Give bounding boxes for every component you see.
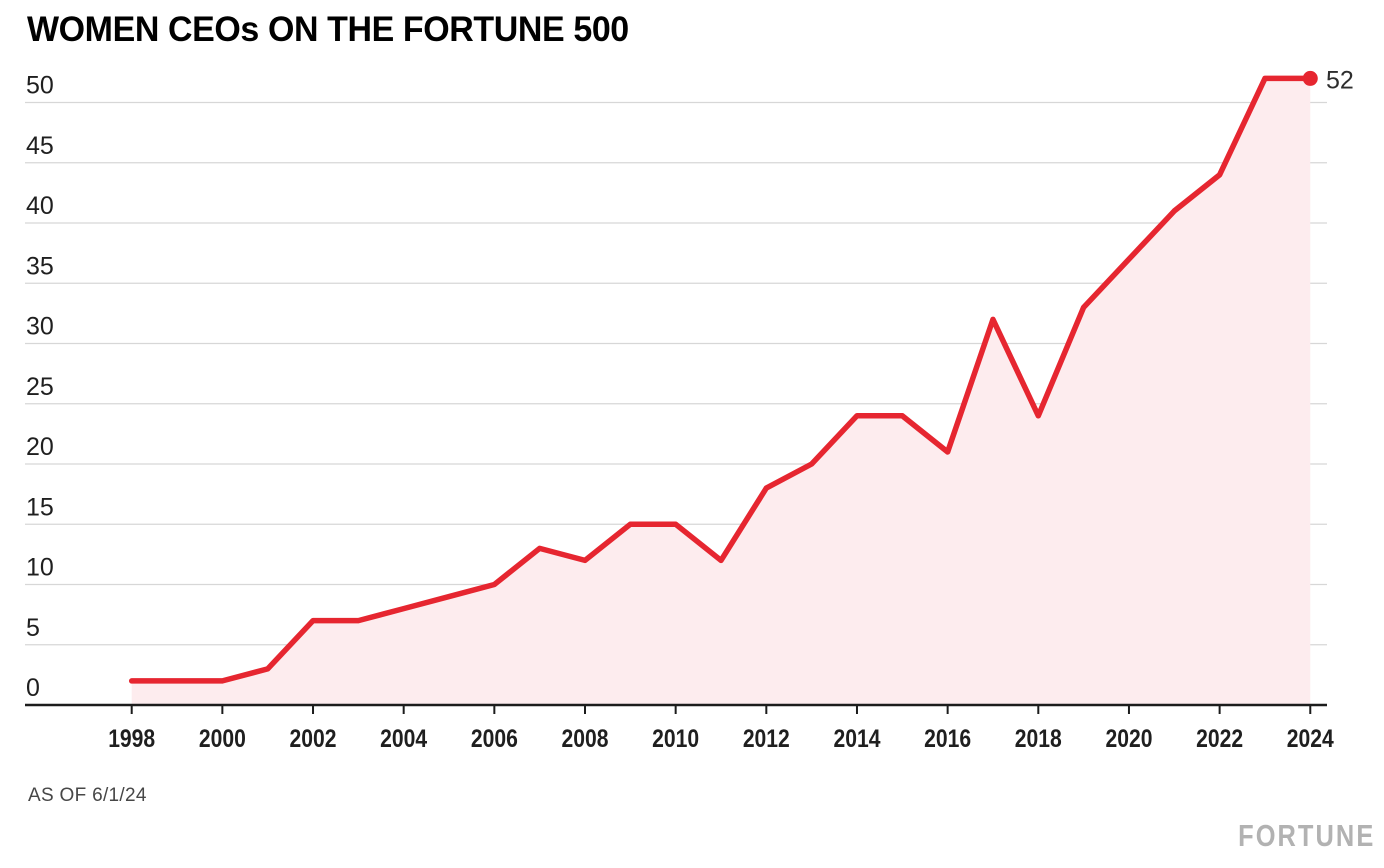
- x-axis-label-2010: 2010: [652, 725, 699, 753]
- as-of-footnote: AS OF 6/1/24: [28, 785, 147, 806]
- data-line: [128, 75, 1314, 684]
- fortune-logo: FORTUNE: [1237, 818, 1375, 853]
- y-axis-label-50: 50: [26, 72, 54, 100]
- end-value-label: 52: [1326, 66, 1354, 94]
- y-axis-label-0: 0: [26, 674, 40, 702]
- x-axis-label-1998: 1998: [108, 725, 155, 753]
- y-axis-label-5: 5: [26, 614, 40, 642]
- x-axis-label-2006: 2006: [471, 725, 518, 753]
- x-axis-label-2024: 2024: [1287, 725, 1334, 753]
- x-axis-label-2022: 2022: [1196, 725, 1243, 753]
- y-axis-label-45: 45: [26, 132, 54, 160]
- x-axis-label-2014: 2014: [833, 725, 880, 753]
- y-axis-label-25: 25: [26, 373, 54, 401]
- x-axis-label-2018: 2018: [1015, 725, 1062, 753]
- end-point-dot: [1302, 70, 1318, 86]
- y-axis-label-40: 40: [26, 192, 54, 220]
- y-axis-label-15: 15: [26, 493, 54, 521]
- area-fill: [131, 78, 1311, 705]
- y-axis-label-30: 30: [26, 313, 54, 341]
- x-axis-label-2008: 2008: [562, 725, 609, 753]
- x-axis-label-2002: 2002: [290, 725, 337, 753]
- x-axis-label-2004: 2004: [380, 725, 427, 753]
- x-axis-label-2016: 2016: [924, 725, 971, 753]
- y-axis-label-20: 20: [26, 433, 54, 461]
- x-axis-label-2000: 2000: [199, 725, 246, 753]
- x-axis-label-2020: 2020: [1105, 725, 1152, 753]
- y-axis-label-35: 35: [26, 252, 54, 280]
- y-axis-label-10: 10: [26, 554, 54, 582]
- x-axis-label-2012: 2012: [743, 725, 790, 753]
- chart-title: WOMEN CEOs ON THE FORTUNE 500: [27, 10, 629, 49]
